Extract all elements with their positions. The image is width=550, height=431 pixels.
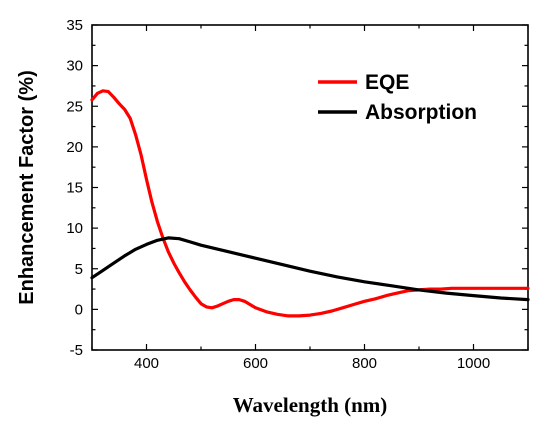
- x-tick-label: 1000: [457, 355, 490, 372]
- y-axis-title: Enhancement Factor (%): [16, 70, 38, 304]
- y-tick-label: 20: [66, 139, 83, 156]
- series-line-absorption: [90, 236, 530, 302]
- y-tick-label: 30: [66, 58, 83, 75]
- y-tick-label: 0: [75, 301, 83, 318]
- y-tick-label: 10: [66, 220, 83, 237]
- legend: EQE Absorption: [318, 71, 477, 124]
- x-tick-label: 600: [243, 355, 268, 372]
- x-tick-label: 800: [352, 355, 377, 372]
- y-tick-label: -5: [70, 342, 83, 359]
- y-tick-label: 25: [66, 98, 83, 115]
- series-line-eqe: [90, 89, 530, 318]
- legend-label-eqe: EQE: [365, 71, 409, 94]
- y-tick-label: 5: [75, 261, 83, 278]
- y-tick-label: 15: [66, 180, 83, 197]
- axes: 400 600 800 1000 -5 0 5 10 15 20 25 30 35: [66, 17, 529, 372]
- series-group: [90, 89, 530, 318]
- x-tick-label: 400: [134, 355, 159, 372]
- x-axis-title: Wavelength (nm): [233, 393, 388, 417]
- legend-label-absorption: Absorption: [365, 101, 477, 124]
- y-tick-label: 35: [66, 17, 83, 34]
- plot-frame: [91, 24, 529, 351]
